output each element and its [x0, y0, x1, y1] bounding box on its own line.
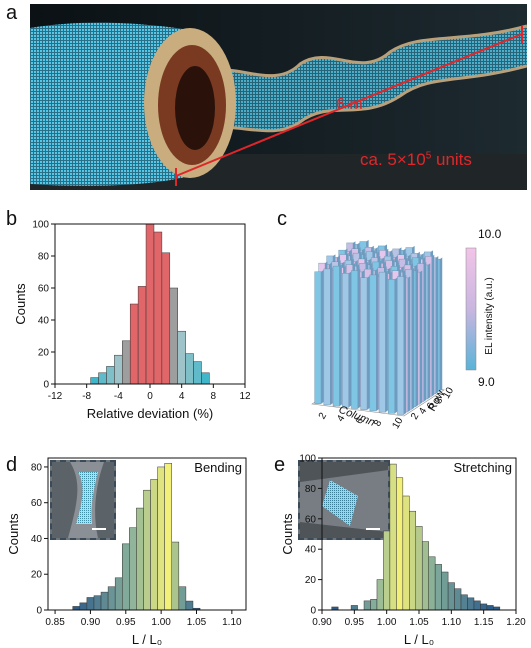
- y-tick-label: 80: [31, 462, 43, 473]
- x-tick-label: 1.20: [506, 617, 526, 628]
- y-tick-label: 60: [38, 284, 50, 295]
- x-tick-label: 0.95: [345, 617, 365, 628]
- x-tick-label: 0.90: [81, 617, 101, 628]
- textile-roll-illustration: [30, 4, 527, 190]
- x-tick-label: 1.00: [151, 617, 171, 628]
- x-tick-label: 4: [179, 391, 185, 402]
- y-tick-label: 40: [305, 545, 317, 556]
- panel-letter-d: d: [6, 454, 18, 476]
- y-axis-label: Counts: [280, 513, 295, 555]
- x-tick-label: 12: [239, 391, 251, 402]
- histogram-bar: [363, 600, 371, 611]
- y-tick-label: 60: [305, 514, 317, 525]
- histogram-bar: [441, 571, 449, 611]
- x-tick-label: 0: [147, 391, 153, 402]
- y-tick-label: 0: [310, 606, 316, 617]
- x-tick-label: 1.00: [377, 617, 397, 628]
- histogram-bar: [428, 556, 436, 611]
- y-tick-label: 80: [38, 252, 50, 263]
- y-tick-label: 20: [38, 348, 50, 359]
- x-tick-label: 1.10: [222, 617, 242, 628]
- bending-inset-photo: [50, 460, 116, 540]
- histogram-bar: [396, 477, 404, 611]
- histogram-bar: [402, 495, 410, 611]
- histogram-bar: [467, 597, 475, 611]
- histogram-bar: [409, 510, 417, 611]
- histogram-bar: [370, 599, 378, 611]
- textile-display-photo: 6 m ca. 5×105 units: [30, 4, 527, 190]
- plot-title: Stretching: [453, 460, 512, 475]
- rolled-textile: [30, 22, 190, 186]
- x-axis-label: L / L₀: [132, 632, 162, 647]
- y-tick-label: 40: [38, 316, 50, 327]
- plot-frame: [47, 457, 247, 611]
- y-tick-label: 100: [32, 220, 49, 231]
- x-tick-label: 8: [211, 391, 217, 402]
- y-tick-label: 40: [31, 534, 43, 545]
- length-label: 6 m: [336, 96, 363, 113]
- x-tick-label: 1.15: [474, 617, 494, 628]
- x-tick-label: 1.05: [187, 617, 207, 628]
- x-tick-label: -4: [114, 391, 123, 402]
- length-arrow: [175, 33, 523, 177]
- x-tick-label: 0.90: [312, 617, 332, 628]
- y-axis-label: Counts: [13, 283, 28, 325]
- units-label: ca. 5×105 units: [360, 150, 472, 169]
- panel-letter-c: c: [277, 208, 287, 230]
- histogram-bar: [434, 564, 442, 611]
- histogram-bar: [383, 530, 391, 611]
- x-tick-label: -12: [48, 391, 63, 402]
- histogram-bar: [454, 588, 462, 611]
- y-tick-label: 80: [305, 484, 317, 495]
- x-axis-label: Relative deviation (%): [87, 406, 213, 421]
- y-tick-label: 0: [36, 606, 42, 617]
- y-tick-label: 60: [31, 498, 43, 509]
- histogram-bar: [415, 526, 423, 611]
- x-tick-label: -8: [82, 391, 91, 402]
- x-tick-label: 0.85: [45, 617, 65, 628]
- y-tick-label: 20: [305, 575, 317, 586]
- histogram-bar: [376, 579, 384, 611]
- panel-letter-a: a: [6, 2, 18, 24]
- y-tick-label: 100: [299, 454, 316, 465]
- plot-title: Bending: [194, 460, 242, 475]
- x-tick-label: 1.05: [409, 617, 429, 628]
- unrolled-textile: [180, 26, 527, 132]
- histogram-bar: [350, 605, 358, 611]
- histogram-bar: [389, 463, 397, 611]
- x-axis-label: L / L₀: [404, 632, 434, 647]
- histogram-bar: [486, 605, 494, 611]
- y-axis-label: Counts: [6, 513, 21, 555]
- panel-letter-b: b: [6, 208, 18, 230]
- histogram-bar: [480, 603, 488, 611]
- histogram-bar: [473, 600, 481, 611]
- y-tick-label: 20: [31, 570, 43, 581]
- histogram-bar: [421, 541, 429, 611]
- x-tick-label: 1.10: [442, 617, 462, 628]
- x-tick-label: 0.95: [116, 617, 136, 628]
- y-tick-label: 0: [43, 380, 49, 391]
- panel-letter-e: e: [274, 454, 286, 476]
- histogram-bar: [447, 582, 455, 611]
- histogram-bar: [460, 594, 468, 611]
